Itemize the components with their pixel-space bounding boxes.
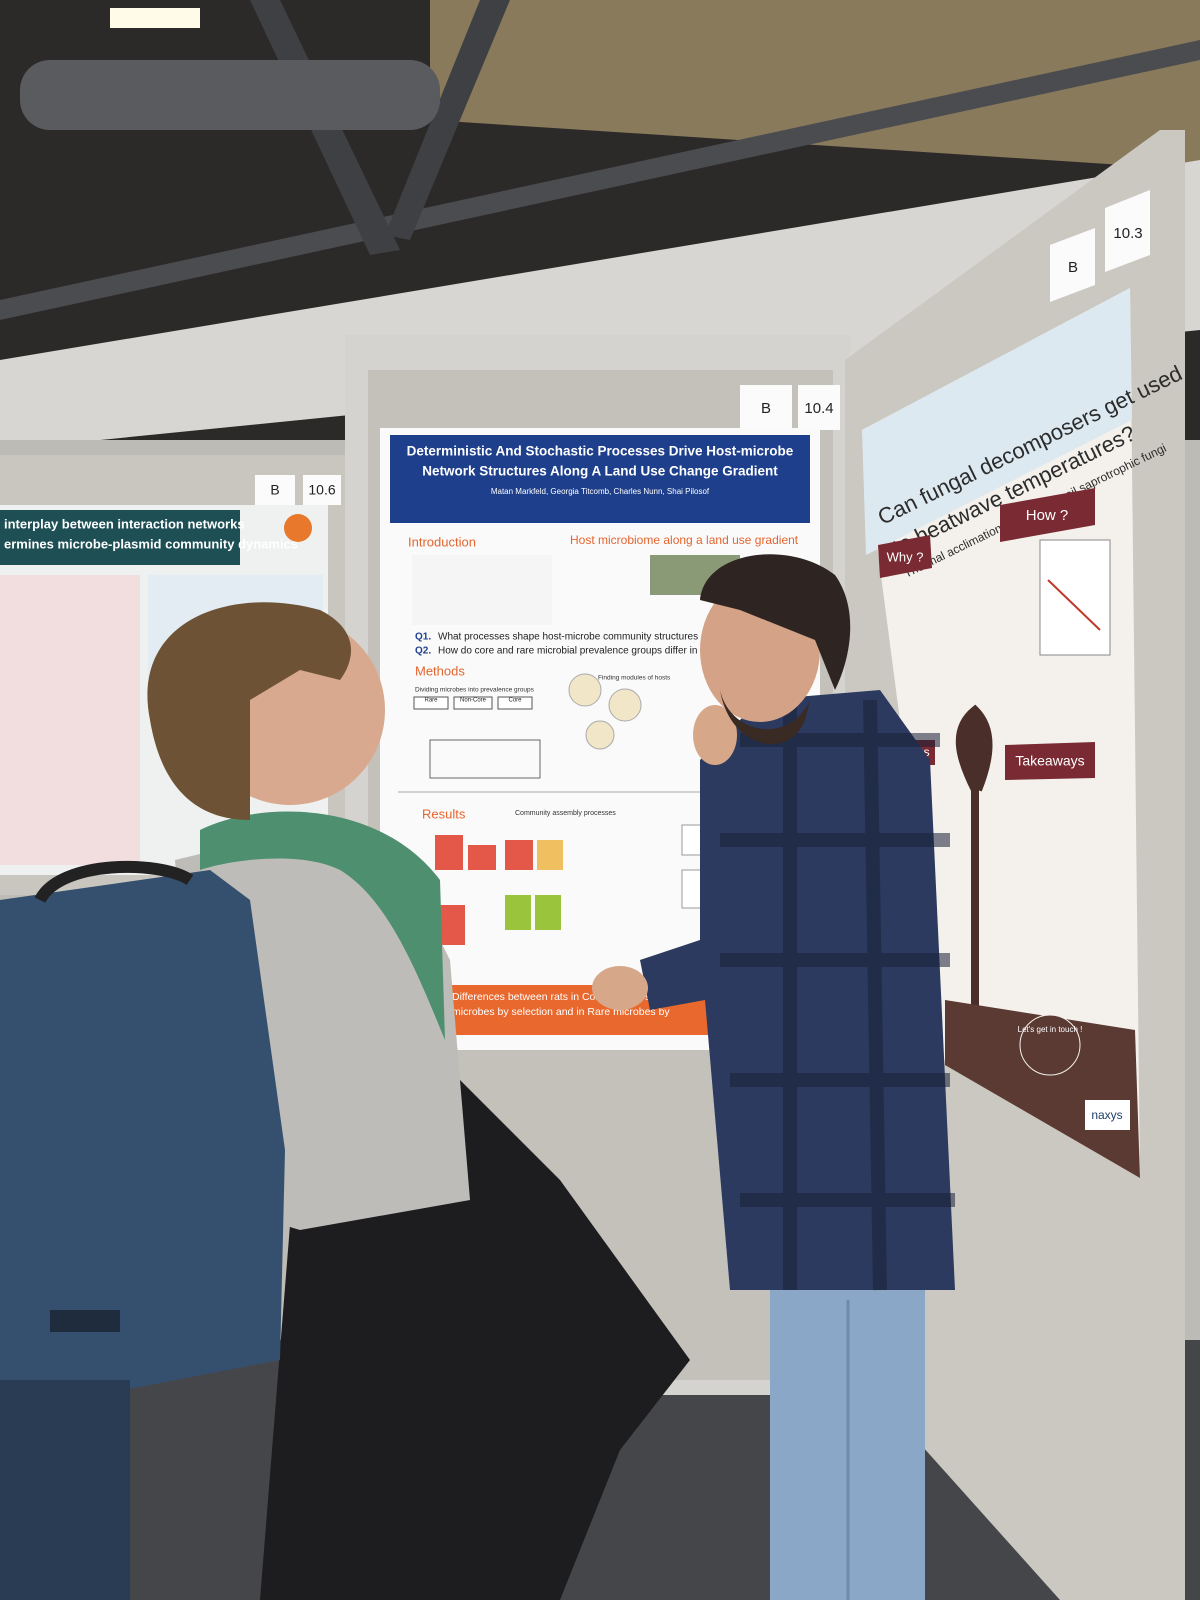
group-box xyxy=(497,696,533,710)
board-card xyxy=(255,475,295,505)
question-label: Q1. xyxy=(415,632,431,643)
duct xyxy=(20,60,440,130)
beard xyxy=(720,690,810,744)
results-bar xyxy=(505,895,531,930)
section-box xyxy=(1005,742,1095,780)
logo-text: naxys xyxy=(1091,1108,1122,1122)
group-label: Rare xyxy=(424,698,438,704)
section-heading: Host microbiome along a land use gradien… xyxy=(570,533,799,547)
subheading: Community assembly processes xyxy=(515,810,616,817)
section-box xyxy=(878,535,932,578)
board-card xyxy=(1105,190,1150,272)
group-label: Non-Core xyxy=(460,698,487,704)
section-heading: How ? xyxy=(1026,507,1069,524)
network-diagram xyxy=(429,739,541,779)
group-box xyxy=(453,696,493,710)
poster-center-header xyxy=(390,435,810,523)
plaid-pattern xyxy=(720,699,955,1291)
group-box xyxy=(413,696,449,710)
backpack xyxy=(0,870,285,1410)
results-bar xyxy=(505,840,533,870)
results-bar xyxy=(440,905,465,945)
ceiling-panel xyxy=(430,0,1200,170)
module-diagram xyxy=(568,673,602,707)
logo xyxy=(461,1016,479,1034)
section-heading: Takeaways xyxy=(1015,753,1084,769)
line-plot xyxy=(1039,539,1111,656)
section-box xyxy=(1000,488,1095,542)
poster-center-authors: Matan Markfeld, Georgia Titcomb, Charles… xyxy=(491,487,710,496)
text-block xyxy=(412,555,552,625)
mushroom-illustration xyxy=(955,704,993,1040)
poster-left-title: ermines microbe-plasmid community dynami… xyxy=(4,536,298,551)
section-heading: Why ? xyxy=(887,549,924,564)
question-text: How do core and rare microbial prevalenc… xyxy=(438,646,742,657)
poster-left-header xyxy=(0,510,240,565)
board-number: 10.4 xyxy=(804,400,833,417)
logo-box xyxy=(1085,1100,1130,1130)
hand xyxy=(592,966,648,1010)
board-letter: B xyxy=(1068,259,1078,276)
board-letter: B xyxy=(270,482,279,498)
section-heading: Results xyxy=(422,806,466,821)
board-card xyxy=(740,385,792,430)
board-card xyxy=(303,475,341,505)
poster-left-column xyxy=(0,575,140,865)
hand xyxy=(693,705,737,765)
results-bar xyxy=(435,835,463,870)
results-bar xyxy=(537,840,563,870)
ceiling-light xyxy=(110,8,200,28)
board-number: 10.6 xyxy=(308,482,335,498)
poster-center-title: Network Structures Along A Land Use Chan… xyxy=(422,464,778,479)
hair xyxy=(700,554,851,690)
truss-beam xyxy=(385,0,510,240)
question-text: What processes shape host-microbe commun… xyxy=(438,632,745,643)
results-bar xyxy=(535,895,561,930)
subheading: Finding modules of hosts xyxy=(598,675,671,682)
board-number: 10.3 xyxy=(1113,225,1142,242)
results-bar xyxy=(468,845,496,870)
trend-line xyxy=(1047,579,1101,631)
poster-right-header xyxy=(862,288,1132,555)
board-letter: B xyxy=(761,400,771,417)
module-diagram xyxy=(585,720,615,750)
module-diagram xyxy=(608,688,642,722)
soil-band xyxy=(945,1000,1140,1178)
logo xyxy=(284,514,312,542)
truss-beam xyxy=(0,40,1200,320)
section-heading: Introduction xyxy=(408,534,476,549)
contact-badge xyxy=(1019,1014,1081,1076)
question-label: Q2. xyxy=(415,646,431,657)
ceiling-soffit xyxy=(0,160,1200,450)
poster-center-title: Deterministic And Stochastic Processes D… xyxy=(407,444,794,459)
hair xyxy=(147,602,352,820)
section-heading: Methods xyxy=(415,663,465,678)
board-card xyxy=(1050,228,1095,302)
contact-text: Let's get in touch ! xyxy=(1018,1025,1083,1034)
backpack-label xyxy=(50,1310,120,1332)
conclusion-text: microbes by selection and in Rare microb… xyxy=(452,1006,670,1018)
subheading: Dividing microbes into prevalence groups xyxy=(415,687,535,694)
person-background xyxy=(0,1380,130,1600)
poster-left-title: interplay between interaction networks xyxy=(4,516,245,531)
group-label: Core xyxy=(508,698,522,704)
backpack-handle xyxy=(34,860,194,904)
scarf xyxy=(200,811,445,1040)
board-card xyxy=(798,385,840,430)
